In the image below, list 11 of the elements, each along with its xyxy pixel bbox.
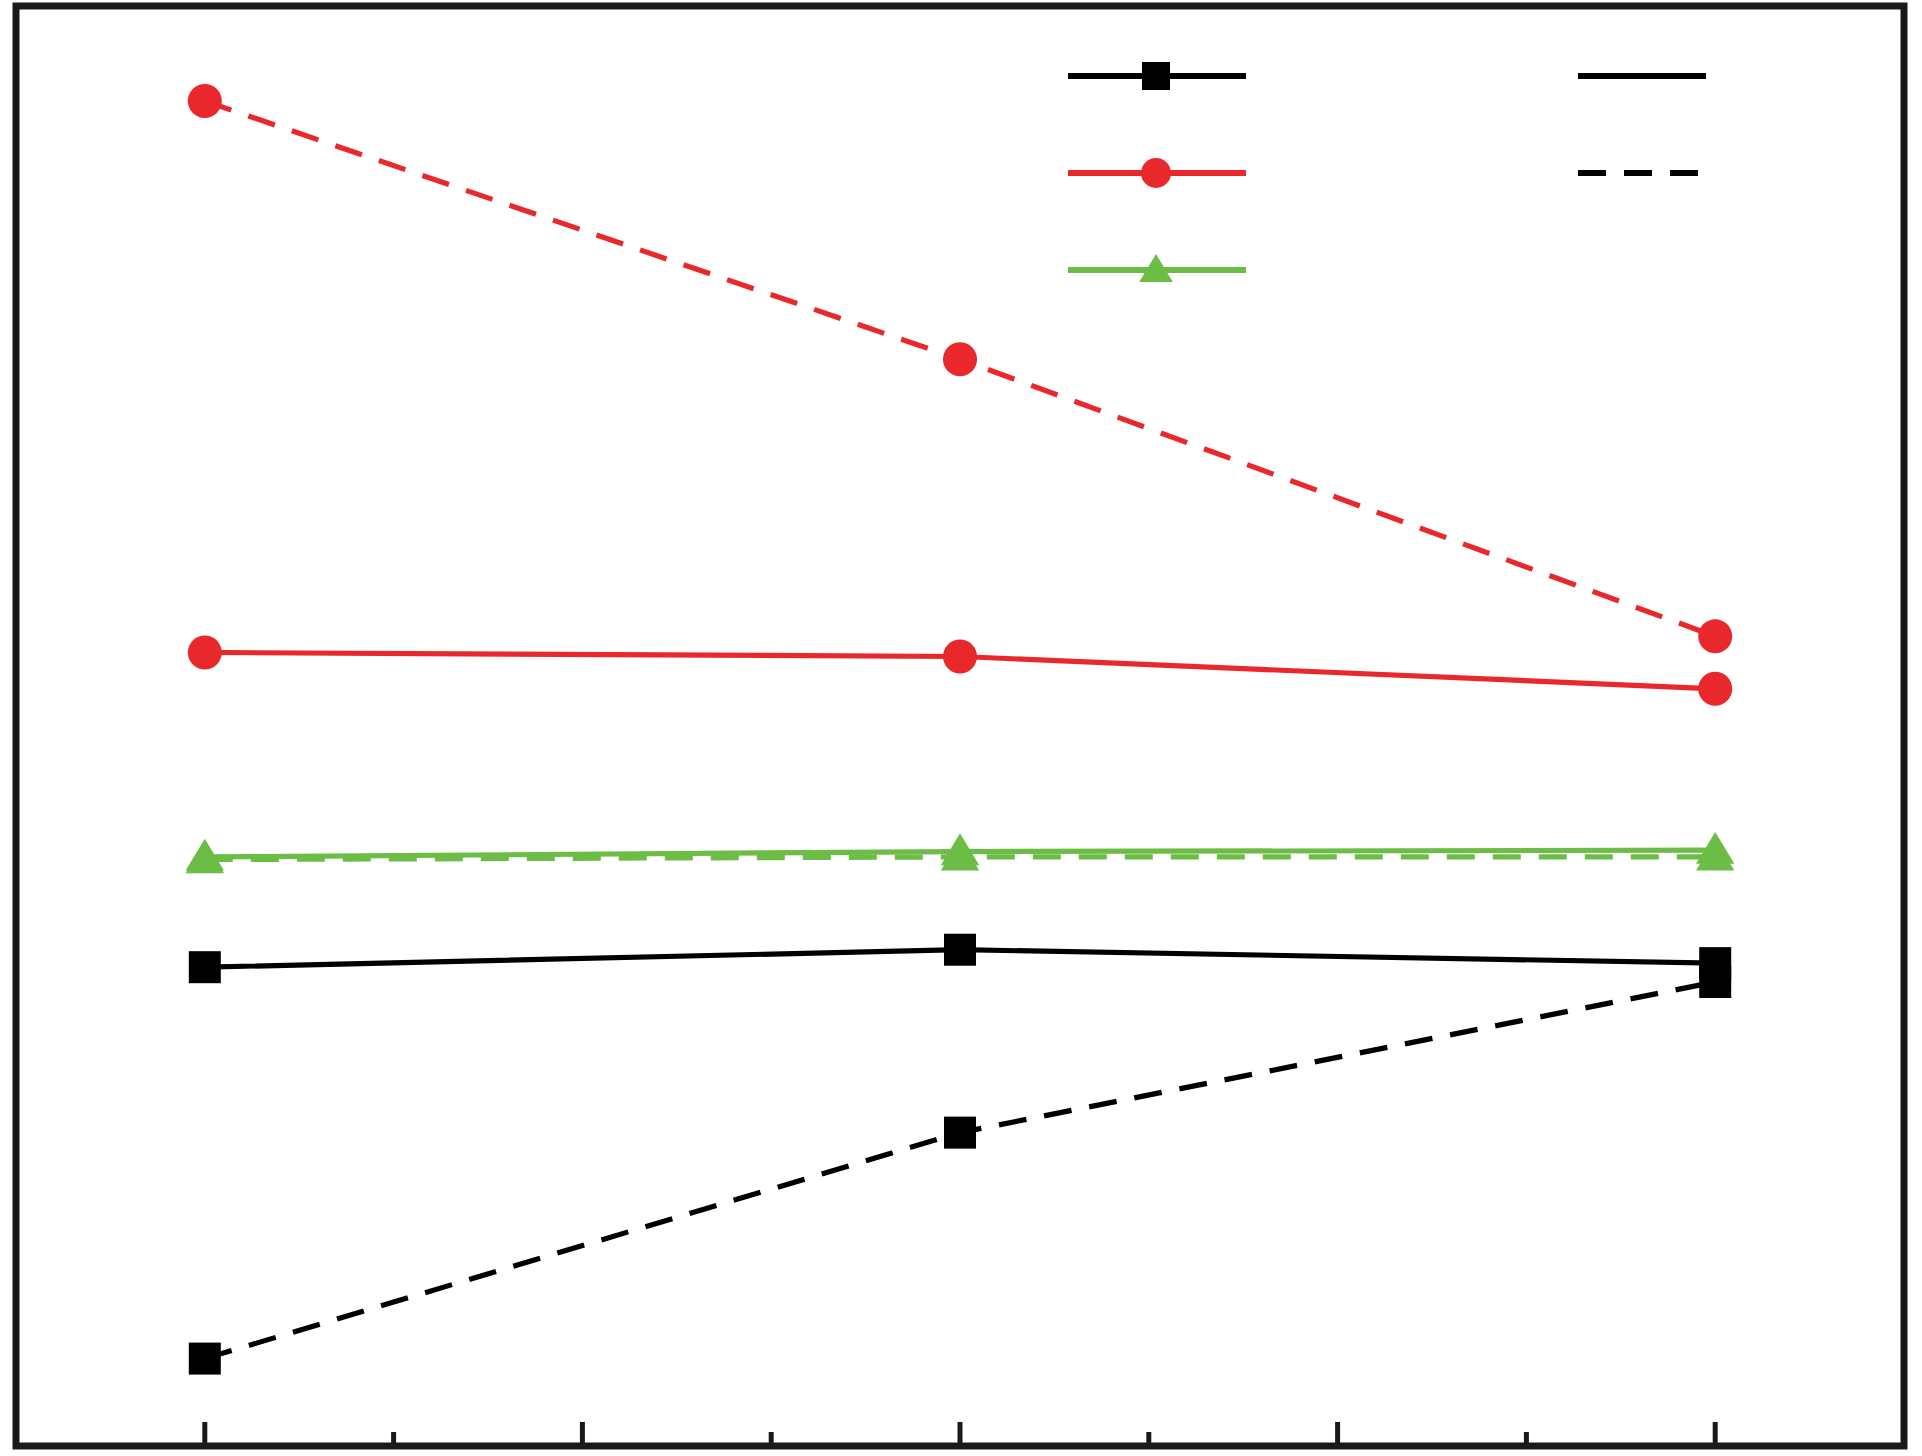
point (1699, 965, 1732, 998)
point (1698, 671, 1733, 706)
point (944, 1116, 976, 1149)
point (188, 951, 221, 984)
point (943, 342, 977, 377)
point (943, 639, 977, 674)
point (1698, 619, 1733, 654)
point (187, 84, 222, 119)
point (188, 1342, 221, 1375)
point (944, 933, 976, 966)
point (187, 635, 222, 670)
